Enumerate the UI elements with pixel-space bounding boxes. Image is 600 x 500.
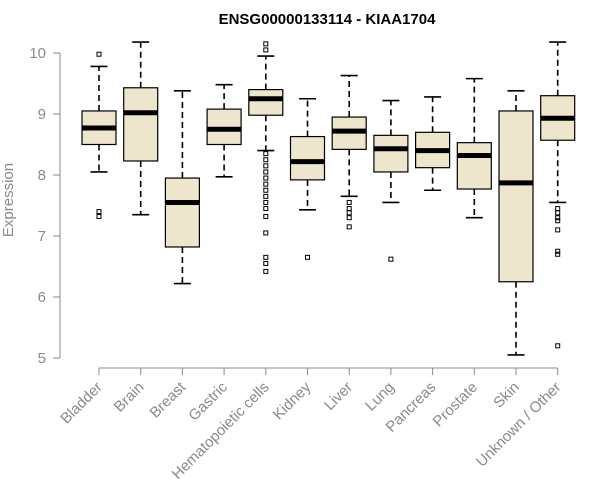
chart-title: ENSG00000133114 - KIAA1704: [219, 11, 436, 28]
box-iqr: [373, 134, 409, 173]
outlier-point: [263, 175, 269, 181]
outlier-point: [96, 51, 102, 57]
outlier-point: [263, 163, 269, 169]
y-tick-label: 7: [38, 228, 46, 245]
outlier-point: [263, 151, 269, 157]
outlier-point: [263, 206, 269, 212]
box-iqr: [164, 177, 200, 248]
outlier-point: [346, 215, 352, 221]
box-series: [81, 41, 576, 356]
box-group: [123, 41, 159, 216]
box-iqr: [498, 110, 534, 283]
box-group: [331, 74, 367, 230]
x-tick-label: Kidney: [270, 378, 315, 423]
box-group: [540, 41, 576, 349]
outlier-point: [263, 199, 269, 205]
x-tick-label: Prostate: [430, 379, 482, 431]
box-group: [498, 90, 534, 356]
outlier-point: [346, 206, 352, 212]
box-group: [248, 41, 284, 274]
outlier-point: [555, 251, 561, 257]
box-group: [206, 83, 242, 178]
outlier-point: [263, 47, 269, 53]
outlier-point: [96, 209, 102, 215]
outlier-point: [263, 213, 269, 219]
y-axis: 5 6 7 8 9 10: [29, 45, 61, 367]
outlier-point: [555, 343, 561, 349]
y-tick-label: 10: [29, 45, 46, 62]
y-tick-label: 5: [38, 350, 46, 367]
box-group: [81, 51, 117, 219]
outlier-point: [346, 199, 352, 205]
outlier-point: [555, 218, 561, 224]
x-tick-label: Lung: [362, 379, 398, 415]
outlier-point: [388, 256, 394, 262]
outlier-point: [305, 254, 310, 260]
outlier-point: [263, 268, 269, 274]
box-group: [289, 97, 326, 260]
outlier-point: [263, 193, 269, 199]
outlier-point: [263, 187, 269, 193]
outlier-point: [263, 157, 269, 163]
x-tick-label: Bladder: [57, 379, 106, 428]
x-tick-label: Breast: [147, 378, 190, 421]
box-iqr: [248, 88, 284, 116]
x-tick-label: Brain: [111, 379, 148, 416]
outlier-point: [555, 210, 561, 216]
outlier-point: [263, 230, 269, 236]
outlier-point: [96, 213, 102, 219]
box-iqr: [289, 135, 326, 181]
outlier-point: [263, 41, 269, 47]
outlier-point: [263, 169, 269, 175]
outlier-point: [555, 206, 561, 212]
box-group: [456, 77, 492, 219]
y-tick-label: 8: [38, 167, 46, 184]
y-tick-label: 9: [38, 106, 46, 123]
box-iqr: [123, 87, 159, 162]
box-iqr: [456, 142, 492, 190]
y-tick-label: 6: [38, 289, 46, 306]
y-axis-label: Expression: [0, 163, 17, 237]
outlier-point: [263, 254, 269, 260]
outlier-point: [346, 224, 352, 230]
outlier-point: [346, 210, 352, 216]
outlier-point: [263, 181, 269, 187]
x-tick-label: Liver: [321, 379, 356, 414]
box-group: [164, 90, 200, 285]
x-tick-label: Skin: [490, 379, 523, 412]
outlier-point: [263, 260, 269, 266]
outlier-point: [555, 215, 561, 221]
box-group: [415, 96, 451, 192]
box-group: [373, 99, 409, 262]
outlier-point: [555, 227, 561, 233]
outlier-point: [555, 248, 561, 254]
